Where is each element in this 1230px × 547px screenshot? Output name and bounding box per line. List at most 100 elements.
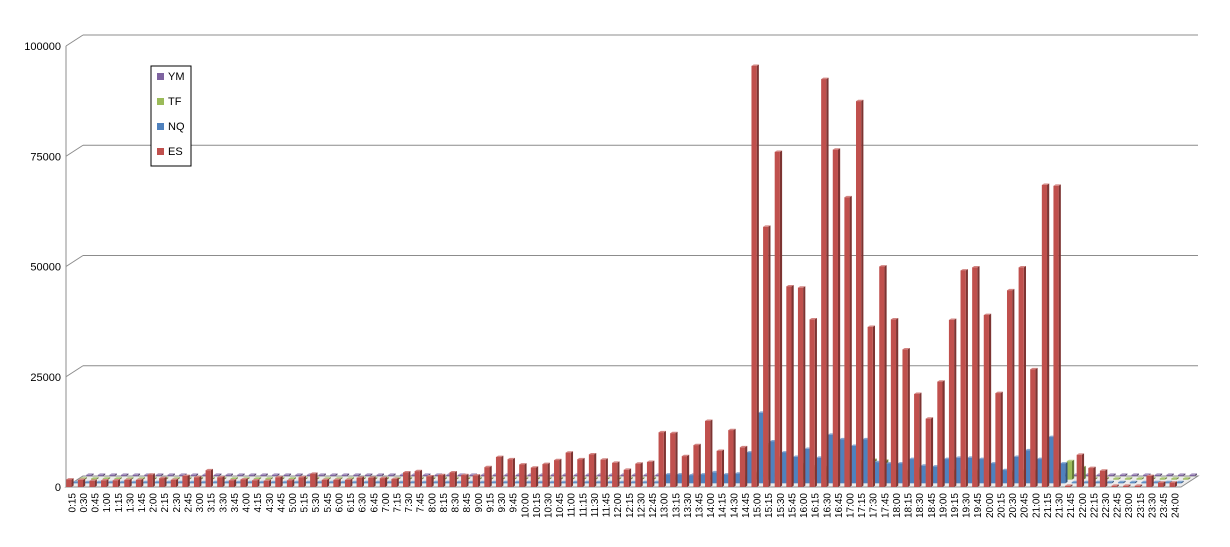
bar-front <box>1166 474 1172 476</box>
bar-ES-8:00 <box>426 475 434 487</box>
bar-top <box>265 477 273 479</box>
bar-front <box>1066 461 1072 480</box>
bar-front <box>960 270 966 487</box>
bar-side <box>456 477 459 480</box>
x-tick-label: 5:45 <box>323 493 334 513</box>
bar-front <box>983 315 989 487</box>
bar-front <box>293 482 299 484</box>
bar-front <box>588 454 595 487</box>
bar-side <box>129 478 132 487</box>
bar-front <box>914 393 920 487</box>
bar-side <box>1153 477 1156 480</box>
bar-front <box>89 480 95 487</box>
bar-side <box>350 478 353 487</box>
bar-top <box>344 478 353 480</box>
bar-front <box>1060 463 1066 484</box>
bar-side <box>653 477 657 480</box>
bar-front <box>77 479 84 487</box>
legend-swatch-NQ <box>157 123 164 130</box>
bar-front <box>1085 474 1091 476</box>
bar-top <box>1108 473 1116 475</box>
bar-front <box>469 474 475 476</box>
bar-front <box>630 482 636 484</box>
bar-front <box>658 432 664 487</box>
bar-front <box>539 474 545 476</box>
bar-top <box>797 286 806 288</box>
bar-YM-6:30 <box>376 473 384 476</box>
bar-front <box>318 474 324 476</box>
bar-front <box>1111 485 1117 487</box>
x-tick-label: 10:00 <box>520 493 531 518</box>
bar-front <box>142 482 148 484</box>
bar-front <box>595 482 601 484</box>
x-tick-label: 17:15 <box>857 493 868 518</box>
bar-side <box>141 478 144 487</box>
bar-front <box>597 474 603 476</box>
bar-top <box>190 473 199 475</box>
bar-side <box>491 477 494 480</box>
bar-ES-23:00 <box>1123 484 1131 487</box>
bar-top <box>275 475 283 478</box>
bar-front <box>635 463 641 487</box>
bar-front <box>600 459 606 487</box>
bar-side <box>1151 474 1154 487</box>
bar-side <box>1116 484 1119 487</box>
bar-side <box>393 473 396 476</box>
bar-front <box>414 471 420 487</box>
bar-top <box>1030 367 1038 370</box>
x-tick-label: 9:15 <box>485 493 496 513</box>
bar-top <box>263 479 272 481</box>
bar-side <box>594 452 597 487</box>
bar-side <box>1164 477 1168 480</box>
bar-ES-2:30 <box>170 478 179 487</box>
bar-front <box>1094 482 1101 484</box>
bar-top <box>588 452 597 455</box>
bar-front <box>306 474 313 476</box>
bar-side <box>549 477 552 480</box>
bar-front <box>632 474 638 476</box>
bar-top <box>867 325 876 327</box>
bar-side <box>187 474 190 487</box>
bar-front <box>734 473 741 484</box>
bar-ES-23:45 <box>1157 481 1166 487</box>
bar-side <box>524 463 527 487</box>
bar-top <box>658 430 666 433</box>
bar-side <box>323 473 326 476</box>
bar-front <box>379 478 386 487</box>
bar-ES-9:30 <box>495 455 504 487</box>
bar-front <box>310 473 316 487</box>
bar-side <box>745 445 748 487</box>
bar-front <box>792 456 799 484</box>
bar-side <box>1070 484 1073 487</box>
bar-YM-3:00 <box>213 473 222 476</box>
bar-side <box>142 477 146 480</box>
bar-top <box>1065 484 1073 486</box>
bar-front <box>851 445 857 484</box>
bar-side <box>779 150 783 487</box>
bar-front <box>1131 474 1137 476</box>
bar-ES-3:00 <box>193 475 202 487</box>
bar-front <box>265 478 271 480</box>
bar-ES-19:15 <box>948 318 957 487</box>
bar-top <box>844 195 852 198</box>
bar-ES-18:45 <box>925 417 934 487</box>
bar-YM-3:30 <box>237 473 245 476</box>
bar-ES-22:45 <box>1111 484 1119 487</box>
bar-side <box>385 476 388 487</box>
bar-top <box>646 460 655 462</box>
bar-front <box>1106 482 1112 484</box>
bar-front <box>275 477 281 487</box>
x-tick-label: 14:45 <box>741 493 752 518</box>
bar-top <box>449 471 457 473</box>
bar-top <box>902 348 910 350</box>
bar-side <box>954 318 957 487</box>
bar-side <box>421 477 424 480</box>
bar-front <box>260 474 266 476</box>
bar-YM-4:15 <box>272 473 280 476</box>
bar-ES-6:45 <box>368 476 376 487</box>
bar-front <box>235 482 241 484</box>
bar-front <box>237 474 243 476</box>
bar-front <box>885 463 892 484</box>
bar-front <box>423 474 429 476</box>
bar-ES-11:15 <box>577 457 585 487</box>
